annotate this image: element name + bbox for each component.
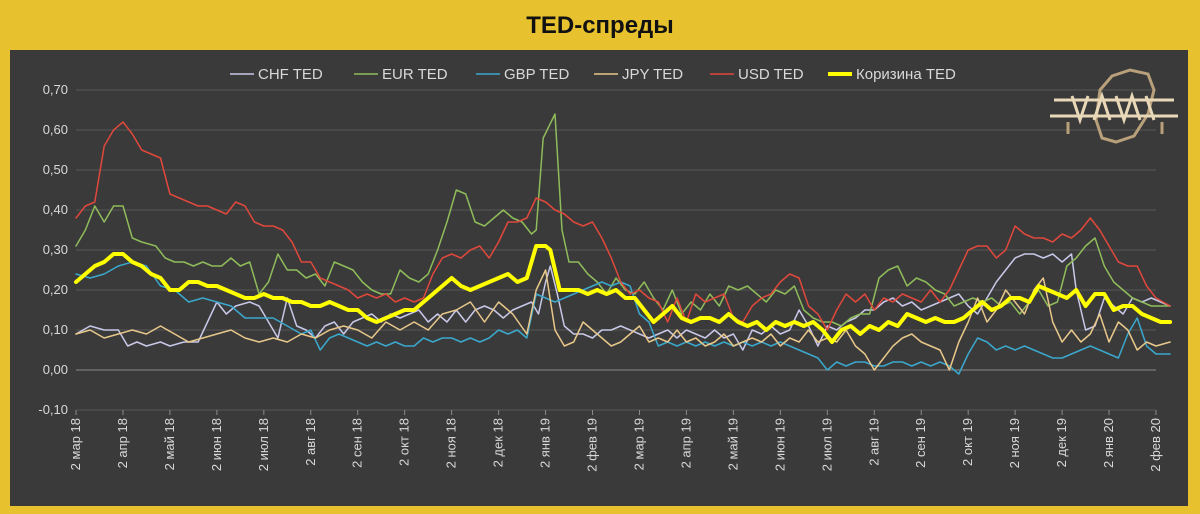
legend-label: Коризина TED bbox=[856, 66, 956, 83]
x-tick-label: 2 янв 20 bbox=[1101, 418, 1116, 468]
legend: CHF TED EUR TED GBP TED JPY TED USD TED Кориз… bbox=[230, 66, 956, 83]
y-tick-label: 0,40 bbox=[43, 202, 68, 217]
legend-label: JPY TED bbox=[622, 66, 683, 83]
x-tick-label: 2 окт 18 bbox=[397, 418, 412, 466]
x-tick-label: 2 дек 19 bbox=[1054, 418, 1069, 467]
y-tick-label: 0,20 bbox=[43, 282, 68, 297]
y-tick-label: 0,10 bbox=[43, 322, 68, 337]
series-lines bbox=[74, 113, 1173, 375]
x-tick-label: 2 июн 18 bbox=[209, 418, 224, 471]
legend-label: GBP TED bbox=[504, 66, 569, 83]
x-tick-label: 2 апр 19 bbox=[678, 418, 693, 468]
y-tick-label: -0,10 bbox=[38, 402, 68, 417]
y-tick-label: 0,00 bbox=[43, 362, 68, 377]
x-tick-label: 2 сен 19 bbox=[913, 418, 928, 468]
legend-label: EUR TED bbox=[382, 66, 448, 83]
x-tick-label: 2 июл 19 bbox=[819, 418, 834, 471]
x-tick-label: 2 окт 19 bbox=[960, 418, 975, 466]
x-tick-label: 2 ноя 19 bbox=[1007, 418, 1022, 468]
x-tick-label: 2 мар 19 bbox=[631, 418, 646, 470]
chart-panel: -0,10 0,00 0,10 0,20 0,30 0,40 0,50 0,60 0,70 2 … bbox=[10, 50, 1188, 506]
x-tick-label: 2 янв 19 bbox=[538, 418, 553, 468]
x-tick-label: 2 май 19 bbox=[725, 418, 740, 470]
x-tick-label: 2 авг 18 bbox=[303, 418, 318, 466]
x-tick-label: 2 фев 19 bbox=[585, 418, 600, 472]
series-line bbox=[74, 244, 1173, 344]
x-tick-label: 2 май 18 bbox=[162, 418, 177, 470]
y-axis: -0,10 0,00 0,10 0,20 0,30 0,40 0,50 0,60 0,70 bbox=[38, 82, 68, 417]
logo-emblem bbox=[1050, 68, 1178, 144]
x-tick-label: 2 мар 18 bbox=[68, 418, 83, 470]
x-tick-label: 2 сен 18 bbox=[350, 418, 365, 468]
y-tick-label: 0,50 bbox=[43, 162, 68, 177]
logo-shield-icon bbox=[1094, 68, 1156, 144]
series-line bbox=[75, 269, 1171, 371]
y-tick-label: 0,30 bbox=[43, 242, 68, 257]
legend-label: USD TED bbox=[738, 66, 804, 83]
chart-svg: -0,10 0,00 0,10 0,20 0,30 0,40 0,50 0,60 0,70 2 … bbox=[38, 66, 1178, 472]
x-tick-label: 2 фев 20 bbox=[1148, 418, 1163, 472]
legend-label: CHF TED bbox=[258, 66, 323, 83]
x-tick-label: 2 июл 18 bbox=[256, 418, 271, 471]
x-tick-label: 2 апр 18 bbox=[115, 418, 130, 468]
x-tick-label: 2 дек 18 bbox=[491, 418, 506, 467]
logo-letters-icon bbox=[1070, 91, 1156, 125]
series-line bbox=[75, 113, 1171, 327]
y-tick-label: 0,60 bbox=[43, 122, 68, 137]
x-axis: 2 мар 18 2 апр 18 2 май 18 2 июн 18 2 июл 18… bbox=[68, 410, 1163, 472]
series-line bbox=[75, 261, 1171, 375]
gridlines bbox=[76, 89, 1156, 411]
x-tick-label: 2 ноя 18 bbox=[444, 418, 459, 468]
x-tick-label: 2 авг 19 bbox=[866, 418, 881, 466]
y-tick-label: 0,70 bbox=[43, 82, 68, 97]
series-line bbox=[75, 121, 1171, 331]
chart-title: TED-спреды bbox=[526, 12, 674, 39]
x-tick-label: 2 июн 19 bbox=[772, 418, 787, 471]
